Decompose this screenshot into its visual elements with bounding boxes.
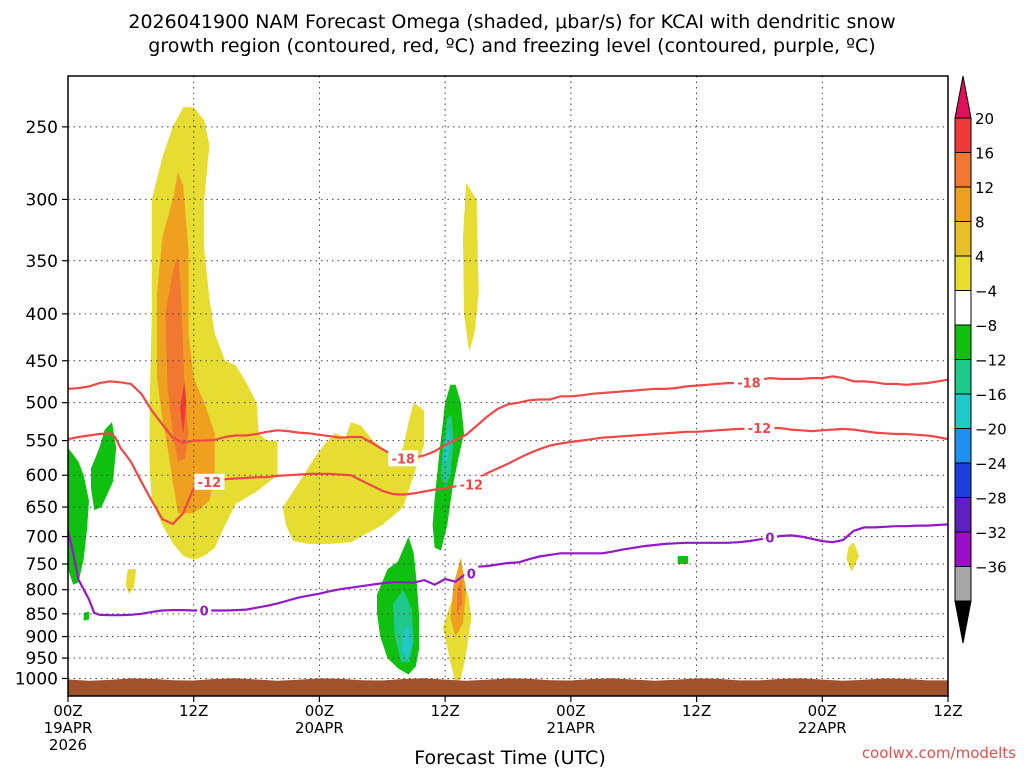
- colorbar-label-3: 8: [975, 214, 985, 232]
- y-tick-label-650: 650: [26, 498, 58, 518]
- contour-label-bg: [197, 602, 212, 619]
- terrain-band: [68, 678, 948, 696]
- x-axis-label: Forecast Time (UTC): [414, 747, 605, 768]
- colorbar-swatch-7: [954, 324, 972, 360]
- omega-shaded-region-16: [444, 429, 451, 466]
- x-tick-label-72-0: 00Z: [808, 702, 837, 720]
- contour-label-bg: [456, 476, 487, 493]
- contour-label-bg: [762, 529, 777, 546]
- x-tick-label-48-0: 00Z: [556, 702, 585, 720]
- x-tick-label-48-1: 21APR: [546, 719, 595, 737]
- omega-shaded-region-1: [157, 172, 215, 514]
- colorbar-bottom-arrow: [954, 600, 972, 644]
- y-tick-label-900: 900: [26, 628, 58, 648]
- colorbar-label-7: −12: [975, 352, 1007, 370]
- y-tick-label-250: 250: [26, 118, 58, 138]
- contour-label-1-0: -12: [198, 476, 222, 491]
- colorbar-label-0: 20: [975, 110, 994, 128]
- colorbar-swatch-5: [954, 255, 972, 291]
- colorbar-label-6: −8: [975, 317, 997, 335]
- y-tick-label-450: 450: [26, 352, 58, 372]
- credit-text: coolwx.com/modelts: [862, 744, 1016, 762]
- x-tick-label-36-0: 12Z: [430, 702, 459, 720]
- colorbar-label-10: −24: [975, 455, 1007, 473]
- colorbar-label-11: −28: [975, 490, 1007, 508]
- colorbar-label-12: −32: [975, 524, 1007, 542]
- x-tick-label-24-1: 20APR: [295, 719, 344, 737]
- omega-shaded-region-13: [83, 611, 89, 621]
- x-tick-label-0-2: 2026: [49, 736, 87, 754]
- colorbar-label-2: 12: [975, 179, 994, 197]
- y-tick-label-300: 300: [26, 190, 58, 210]
- title-line-1: 2026041900 NAM Forecast Omega (shaded, μ…: [128, 11, 895, 33]
- colorbar-swatch-13: [954, 531, 972, 567]
- contour-label-1-1: -12: [460, 478, 484, 493]
- colorbar-swatch-9: [954, 393, 972, 429]
- y-tick-label-1000: 1000: [15, 669, 58, 689]
- contour-label-bg: [744, 420, 775, 437]
- colorbar-label-8: −16: [975, 386, 1007, 404]
- y-tick-label-950: 950: [26, 649, 58, 669]
- colorbar-swatch-4: [954, 221, 972, 257]
- omega-shaded-region-9: [456, 579, 462, 614]
- colorbar-label-4: 4: [975, 248, 985, 266]
- colorbar-swatch-12: [954, 497, 972, 533]
- colorbar-swatch-8: [954, 359, 972, 395]
- colorbar-swatch-14: [954, 566, 972, 602]
- x-tick-label-84-0: 12Z: [933, 702, 962, 720]
- title-line-2: growth region (contoured, red, ºC) and f…: [148, 35, 875, 57]
- y-tick-label-850: 850: [26, 605, 58, 625]
- colorbar-swatch-10: [954, 428, 972, 464]
- contour-label-bg: [733, 374, 764, 391]
- contour-label-2-0: 0: [200, 605, 209, 620]
- x-tick-label-0-1: 19APR: [44, 719, 93, 737]
- colorbar-swatch-2: [954, 152, 972, 188]
- x-tick-label-60-0: 12Z: [682, 702, 711, 720]
- omega-shaded-region-5: [125, 569, 137, 594]
- colorbar-swatch-3: [954, 186, 972, 222]
- contour-label-bg: [388, 450, 419, 467]
- x-tick-label-24-0: 00Z: [305, 702, 334, 720]
- colorbar-label-9: −20: [975, 421, 1007, 439]
- colorbar-top-arrow: [954, 75, 972, 119]
- colorbar-swatch-1: [954, 117, 972, 153]
- y-tick-label-400: 400: [26, 305, 58, 325]
- contour-label-0-0: -18: [391, 452, 415, 467]
- omega-shaded-region-3: [180, 382, 187, 434]
- contour-label-0-1: -18: [737, 376, 761, 391]
- contour-label-bg: [194, 473, 225, 490]
- contour-label-2-2: 0: [765, 532, 774, 547]
- contour-line-0: [67, 375, 949, 460]
- contour-label-1-2: -12: [748, 422, 772, 437]
- contour-label-2-1: 0: [467, 567, 476, 582]
- omega-shaded-region-20: [677, 556, 689, 564]
- omega-shaded-region-19: [402, 625, 412, 661]
- colorbar-label-5: −4: [975, 283, 997, 301]
- chart-title: 2026041900 NAM Forecast Omega (shaded, μ…: [128, 11, 895, 57]
- omega-shaded-region-4: [282, 402, 425, 544]
- plot-frame: [67, 75, 949, 697]
- y-tick-label-600: 600: [26, 466, 58, 486]
- contour-label-bg: [464, 565, 479, 582]
- y-tick-label-800: 800: [26, 581, 58, 601]
- x-tick-label-12-0: 12Z: [179, 702, 208, 720]
- omega-shaded-region-6: [463, 183, 479, 352]
- colorbar-swatch-11: [954, 462, 972, 498]
- y-tick-label-700: 700: [26, 528, 58, 548]
- y-tick-label-500: 500: [26, 394, 58, 414]
- colorbar-label-13: −36: [975, 559, 1007, 577]
- y-tick-label-750: 750: [26, 555, 58, 575]
- x-tick-label-72-1: 22APR: [798, 719, 847, 737]
- y-tick-label-350: 350: [26, 252, 58, 272]
- omega-shaded-region-12: [91, 422, 117, 511]
- x-tick-label-0-0: 00Z: [53, 702, 82, 720]
- colorbar-label-1: 16: [975, 145, 994, 163]
- y-tick-label-550: 550: [26, 432, 58, 452]
- colorbar-swatch-6: [954, 290, 972, 326]
